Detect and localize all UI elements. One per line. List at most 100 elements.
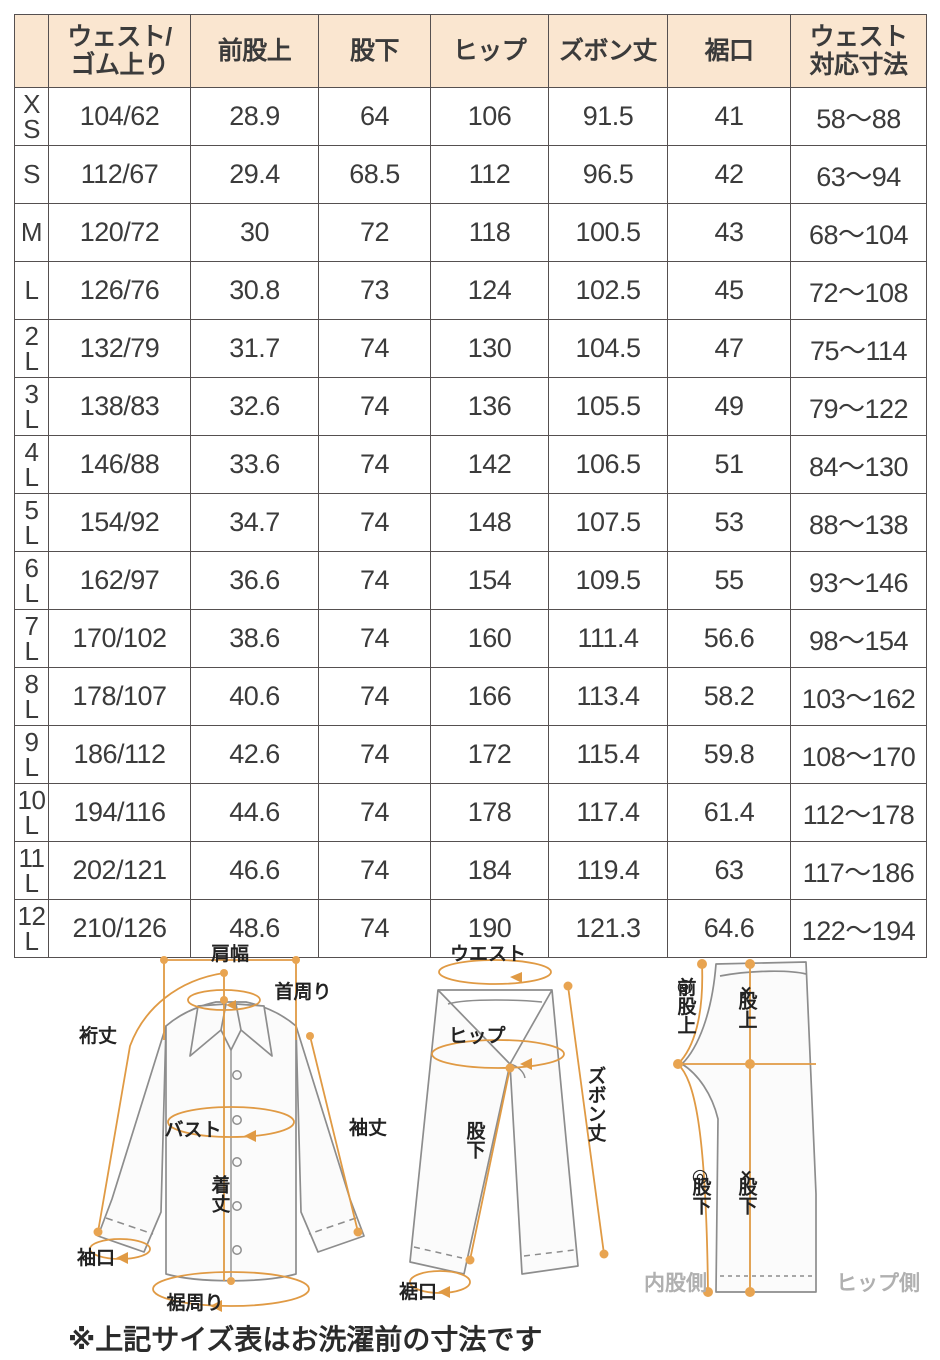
cell-front-rise: 33.6	[190, 435, 319, 494]
header-cell-hem-opening: 裾口	[667, 14, 791, 88]
cell-pants-length: 91.5	[548, 87, 668, 146]
size-label-part: 4	[24, 436, 39, 467]
cell-waist-gom: 132/79	[48, 319, 191, 378]
waist-measure	[438, 959, 552, 985]
jacket-arrowheads	[116, 1000, 256, 1312]
inseam-measure	[469, 1067, 511, 1261]
cell-front-rise: 34.7	[190, 493, 319, 552]
cell-inseam: 74	[318, 551, 431, 610]
cell-waist-fit-range: 63〜94	[790, 145, 927, 204]
size-label-part: 11	[18, 842, 46, 873]
cell-front-rise: 30	[190, 203, 319, 262]
cell-waist-fit-range: 84〜130	[790, 435, 927, 494]
jacket-cuff-dashes	[105, 1217, 357, 1235]
size-label-part: 6	[24, 552, 39, 583]
hem-circumference-label: 裾周り	[165, 1291, 223, 1314]
header-line-1: ウェスト/	[67, 23, 172, 51]
cell-front-rise: 46.6	[190, 841, 319, 900]
cell-inseam: 74	[318, 783, 431, 842]
header-cell-waist-gom: ウェスト/ ゴム上り	[48, 14, 191, 88]
table-row: 4 L 146/88 33.6 74 142 106.5 51 84〜130	[14, 435, 927, 494]
cell-pants-length: 105.5	[548, 377, 668, 436]
size-label-part: L	[24, 925, 39, 956]
cell-hem-opening: 55	[667, 551, 791, 610]
cell-hem-opening: 47	[667, 319, 791, 378]
rise-cross-marker: ×	[740, 982, 751, 1003]
cell-hip: 154	[430, 551, 549, 610]
cell-pants-length: 104.5	[548, 319, 668, 378]
pants-hem-dashes	[413, 1246, 575, 1259]
cell-hem-opening: 51	[667, 435, 791, 494]
cell-size-label: 11 L	[14, 841, 49, 900]
cell-front-rise: 48.6	[190, 899, 319, 958]
inner-thigh-side-label: 内股側	[644, 1271, 707, 1295]
size-label-stack: M	[15, 219, 48, 245]
cell-size-label: S	[14, 145, 49, 204]
sleeve-length-label: 袖丈	[348, 1116, 387, 1139]
cell-front-rise: 30.8	[190, 261, 319, 320]
table-row: 5 L 154/92 34.7 74 148 107.5 53 88〜138	[14, 493, 927, 552]
header-cell-waist-fit-range: ウェスト 対応寸法	[790, 14, 927, 88]
cell-inseam: 72	[318, 203, 431, 262]
cell-waist-gom: 138/83	[48, 377, 191, 436]
cell-hem-opening: 49	[667, 377, 791, 436]
cell-pants-length: 117.4	[548, 783, 668, 842]
header-line-1: 股下	[349, 37, 400, 65]
cell-inseam: 64	[318, 87, 431, 146]
table-row: 6 L 162/97 36.6 74 154 109.5 55 93〜146	[14, 551, 927, 610]
cell-pants-length: 102.5	[548, 261, 668, 320]
cell-hip: 166	[430, 667, 549, 726]
crotch-garment-outline	[681, 961, 817, 1293]
sleeve-length-measure	[309, 1035, 359, 1233]
neck-circumference-measure	[187, 989, 261, 1011]
hem-opening-label: 裾口	[398, 1280, 437, 1303]
cell-waist-fit-range: 72〜108	[790, 261, 927, 320]
header-line-2: 対応寸法	[809, 51, 908, 79]
table-row: 11 L 202/121 46.6 74 184 119.4 63 117〜186	[14, 841, 927, 900]
pants-arrowheads	[438, 972, 532, 1298]
cell-front-rise: 31.7	[190, 319, 319, 378]
cell-waist-fit-range: 68〜104	[790, 203, 927, 262]
yuki-length-measure	[97, 972, 225, 1233]
header-line-1: ヒップ	[452, 37, 527, 65]
pants-length-measure	[567, 985, 605, 1255]
cell-front-rise: 28.9	[190, 87, 319, 146]
cuff-label: 袖口	[76, 1246, 115, 1269]
table-row: 10 L 194/116 44.6 74 178 117.4 61.4 112〜178	[14, 783, 927, 842]
cell-waist-gom: 178/107	[48, 667, 191, 726]
size-label-part: L	[24, 751, 39, 782]
size-label-part: L	[24, 867, 39, 898]
cell-front-rise: 36.6	[190, 551, 319, 610]
cell-hem-opening: 45	[667, 261, 791, 320]
cell-inseam: 74	[318, 377, 431, 436]
cell-hip: 160	[430, 609, 549, 668]
cell-waist-fit-range: 58〜88	[790, 87, 927, 146]
table-row: 9 L 186/112 42.6 74 172 115.4 59.8 108〜170	[14, 725, 927, 784]
measurement-figures: 肩幅 首周り 裄丈 バスト 袖丈 袖口 裾周り 着丈	[0, 942, 940, 1316]
front-rise-measure	[677, 963, 709, 1293]
table-row: 2 L 132/79 31.7 74 130 104.5 47 75〜114	[14, 319, 927, 378]
table-row: 3 L 138/83 32.6 74 136 105.5 49 79〜122	[14, 377, 927, 436]
yuki-length-label: 裄丈	[79, 1025, 117, 1047]
size-table-container: ウェスト/ ゴム上り 前股上 股下 ヒップ ズボン丈 裾口	[14, 14, 927, 958]
cell-hip: 130	[430, 319, 549, 378]
cell-pants-length: 100.5	[548, 203, 668, 262]
header-cell-size	[14, 14, 49, 88]
cell-hip: 106	[430, 87, 549, 146]
size-table: ウェスト/ ゴム上り 前股上 股下 ヒップ ズボン丈 裾口	[14, 14, 927, 958]
size-label-part: S	[23, 159, 40, 190]
header-line-1: 裾口	[704, 37, 754, 65]
neck-circumference-label: 首周り	[274, 980, 331, 1003]
cell-waist-gom: 170/102	[48, 609, 191, 668]
size-label-part: 2	[24, 320, 39, 351]
header-line-1: ウェスト	[809, 23, 908, 51]
cell-pants-length: 109.5	[548, 551, 668, 610]
cell-waist-fit-range: 98〜154	[790, 609, 927, 668]
